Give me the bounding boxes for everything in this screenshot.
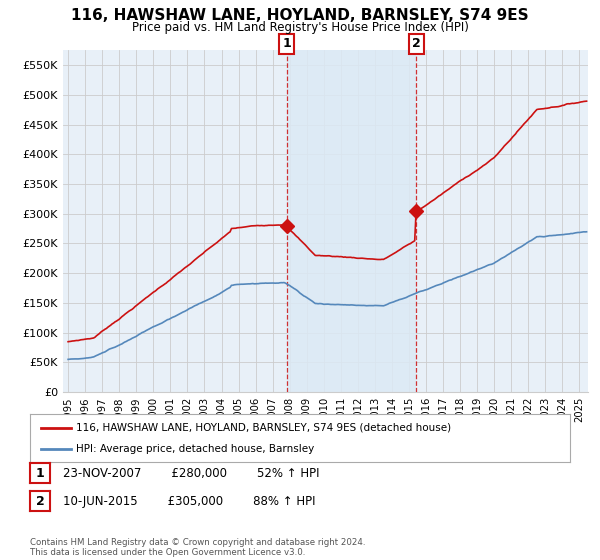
Text: 2: 2 [35, 494, 44, 508]
Text: HPI: Average price, detached house, Barnsley: HPI: Average price, detached house, Barn… [76, 444, 314, 454]
Text: 116, HAWSHAW LANE, HOYLAND, BARNSLEY, S74 9ES: 116, HAWSHAW LANE, HOYLAND, BARNSLEY, S7… [71, 8, 529, 24]
Text: 1: 1 [35, 466, 44, 480]
Text: 23-NOV-2007        £280,000        52% ↑ HPI: 23-NOV-2007 £280,000 52% ↑ HPI [63, 466, 320, 480]
Bar [287, 50, 416, 392]
Text: Contains HM Land Registry data © Crown copyright and database right 2024.
This d: Contains HM Land Registry data © Crown c… [30, 538, 365, 557]
Text: 10-JUN-2015        £305,000        88% ↑ HPI: 10-JUN-2015 £305,000 88% ↑ HPI [63, 494, 316, 508]
Text: 2: 2 [412, 38, 421, 50]
Text: 1: 1 [283, 38, 291, 50]
Text: 116, HAWSHAW LANE, HOYLAND, BARNSLEY, S74 9ES (detached house): 116, HAWSHAW LANE, HOYLAND, BARNSLEY, S7… [76, 423, 451, 433]
Text: Price paid vs. HM Land Registry's House Price Index (HPI): Price paid vs. HM Land Registry's House … [131, 21, 469, 34]
